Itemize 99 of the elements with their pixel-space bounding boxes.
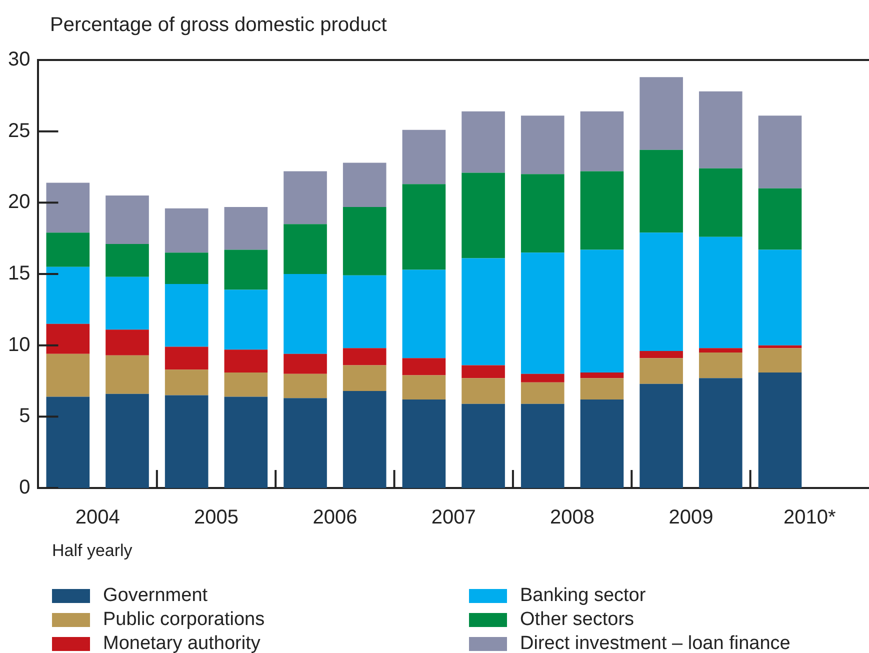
bar: [462, 365, 505, 378]
y-tick-label: 15: [8, 262, 30, 285]
x-tick-label: 2004: [75, 506, 120, 529]
bar: [106, 330, 149, 356]
bar: [698, 352, 742, 378]
bar: [284, 374, 327, 398]
bar: [580, 111, 624, 172]
bar: [698, 91, 742, 168]
bar: [520, 382, 564, 404]
bar: [164, 370, 208, 396]
bar: [640, 77, 683, 150]
bar: [164, 252, 208, 284]
bar: [46, 182, 90, 233]
legend-label: Public corporations: [103, 609, 265, 631]
legend-label: Other sectors: [520, 609, 634, 631]
bar: [402, 400, 446, 488]
bar: [106, 196, 149, 244]
bar: [580, 372, 624, 378]
y-tick-label: 0: [19, 476, 30, 499]
bar: [758, 372, 802, 488]
bar: [698, 236, 742, 348]
bar: [698, 378, 742, 488]
bar: [698, 168, 742, 237]
bar: [224, 350, 268, 372]
bar: [462, 404, 505, 488]
bar: [698, 348, 742, 352]
bar: [106, 394, 149, 488]
bar: [224, 372, 268, 397]
bar: [164, 284, 208, 347]
bar: [46, 266, 90, 324]
bar: [640, 384, 683, 488]
bar: [580, 250, 624, 372]
bar: [402, 375, 446, 400]
bar: [758, 250, 802, 346]
bar: [580, 171, 624, 250]
bar: [640, 150, 683, 233]
bar: [462, 172, 505, 258]
bar: [580, 400, 624, 488]
bar: [224, 396, 268, 488]
bar: [462, 378, 505, 404]
bar: [520, 116, 564, 174]
bar: [284, 274, 327, 354]
x-tick-label: 2009: [668, 506, 714, 529]
legend-label: Banking sector: [520, 585, 646, 607]
y-tick-label: 5: [19, 405, 30, 428]
bar: [284, 171, 327, 224]
bar: [224, 290, 268, 350]
bar: [106, 276, 149, 330]
bar: [164, 395, 208, 488]
y-tick-label: 10: [8, 334, 30, 356]
bar: [342, 390, 386, 488]
y-tick-label: 20: [8, 191, 30, 214]
bar: [224, 206, 268, 250]
y-axis-title: Percentage of gross domestic product: [50, 14, 387, 37]
bar: [342, 206, 386, 276]
bar: [46, 396, 90, 488]
bar: [402, 270, 446, 358]
bar: [640, 351, 683, 358]
legend-label: Monetary authority: [103, 633, 260, 653]
bar: [284, 224, 327, 274]
bar: [520, 374, 564, 382]
x-tick-label: 2008: [550, 506, 595, 529]
bar: [342, 348, 386, 366]
x-tick-label: 2006: [312, 506, 358, 529]
bar: [342, 275, 386, 348]
bar: [640, 358, 683, 384]
bar: [462, 258, 505, 366]
bar: [402, 358, 446, 376]
bar: [758, 188, 802, 250]
bar: [164, 208, 208, 253]
bar: [46, 232, 90, 267]
bar: [342, 162, 386, 207]
bar: [758, 348, 802, 372]
bar: [164, 346, 208, 370]
x-tick-label: 2007: [431, 506, 476, 529]
bar: [224, 250, 268, 290]
bar: [520, 252, 564, 374]
bar: [640, 232, 683, 352]
x-tick-label: 2005: [194, 506, 239, 529]
bar: [758, 116, 802, 188]
y-tick-label: 25: [8, 120, 30, 142]
bar: [106, 244, 149, 277]
bar: [284, 398, 327, 488]
bar: [462, 111, 505, 173]
legend-label: Direct investment – loan finance: [520, 633, 790, 653]
legend-label: Government: [103, 585, 208, 607]
bar: [342, 365, 386, 391]
bar: [284, 354, 327, 374]
x-tick-label: 2010*: [784, 506, 836, 529]
bar: [106, 355, 149, 394]
bar: [402, 184, 446, 270]
bar: [46, 354, 90, 397]
x-axis-title: Half yearly: [52, 541, 132, 561]
bar: [520, 404, 564, 488]
bar: [580, 378, 624, 400]
y-tick-label: 30: [8, 48, 30, 71]
bar: [402, 130, 446, 184]
bar: [46, 324, 90, 354]
bar: [520, 174, 564, 253]
